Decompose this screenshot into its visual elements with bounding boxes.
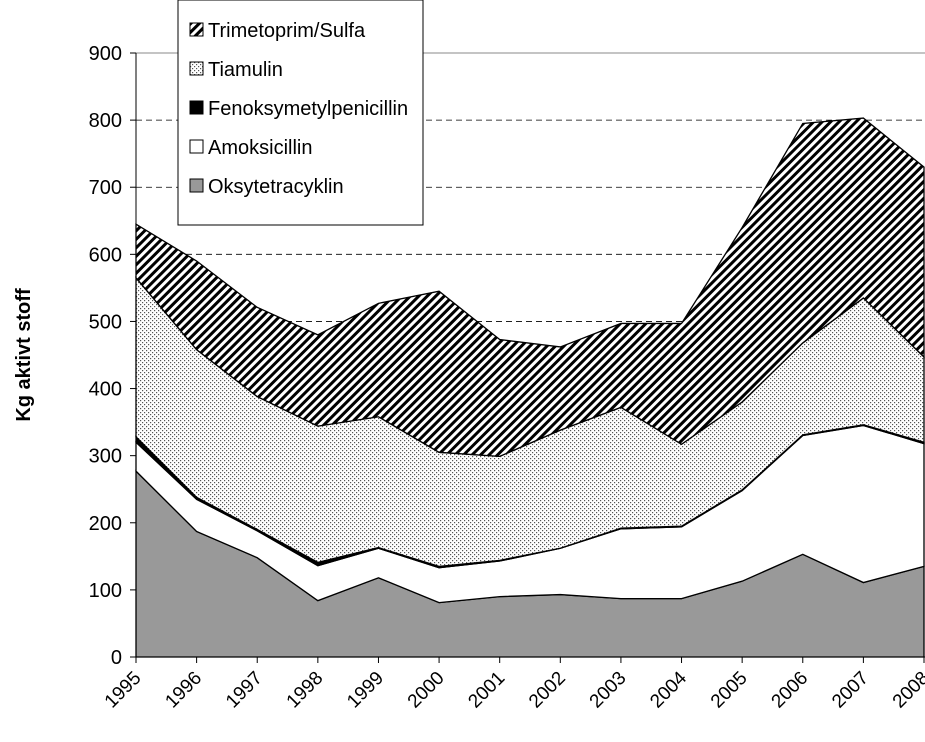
x-tick-label: 1997 [222, 668, 267, 713]
x-tick-label: 2001 [464, 668, 509, 713]
x-tick-label: 1996 [161, 668, 206, 713]
x-tick-label: 2002 [525, 668, 570, 713]
legend-swatch [189, 139, 204, 154]
legend-swatch [189, 22, 204, 37]
x-tick-label: 2004 [646, 667, 691, 712]
y-tick-label: 400 [89, 379, 122, 401]
y-axis-title: Kg aktivt stoff [13, 288, 35, 422]
x-tick-label: 2000 [404, 668, 449, 713]
x-tick-label: 2006 [768, 668, 813, 713]
y-tick-label: 800 [89, 110, 122, 132]
legend-label: Trimetoprim/Sulfa [208, 20, 366, 42]
y-tick-label: 300 [89, 446, 122, 468]
x-tick-label: 2008 [889, 668, 925, 713]
y-tick-label: 700 [89, 177, 122, 199]
legend-swatch [189, 61, 204, 76]
y-tick-label: 0 [111, 647, 122, 669]
y-tick-label: 900 [89, 43, 122, 65]
y-tick-label: 500 [89, 311, 122, 333]
x-tick-label: 1999 [343, 668, 388, 713]
legend-label: Fenoksymetylpenicillin [208, 98, 408, 120]
y-tick-label: 200 [89, 513, 122, 535]
legend-swatch [189, 178, 204, 193]
legend-label: Oksytetracyklin [208, 176, 344, 198]
legend-label: Tiamulin [208, 59, 283, 81]
x-tick-label: 2007 [828, 668, 873, 713]
area [135, 117, 925, 457]
legend-box [177, 0, 424, 226]
x-tick-label: 1998 [283, 668, 328, 713]
x-tick-label: 2003 [586, 668, 631, 713]
y-tick-label: 600 [89, 244, 122, 266]
x-tick-label: 2005 [707, 668, 752, 713]
x-tick-label: 1995 [101, 668, 146, 713]
legend-label: Amoksicillin [208, 137, 312, 159]
y-tick-label: 100 [89, 580, 122, 602]
legend-swatch [189, 100, 204, 115]
